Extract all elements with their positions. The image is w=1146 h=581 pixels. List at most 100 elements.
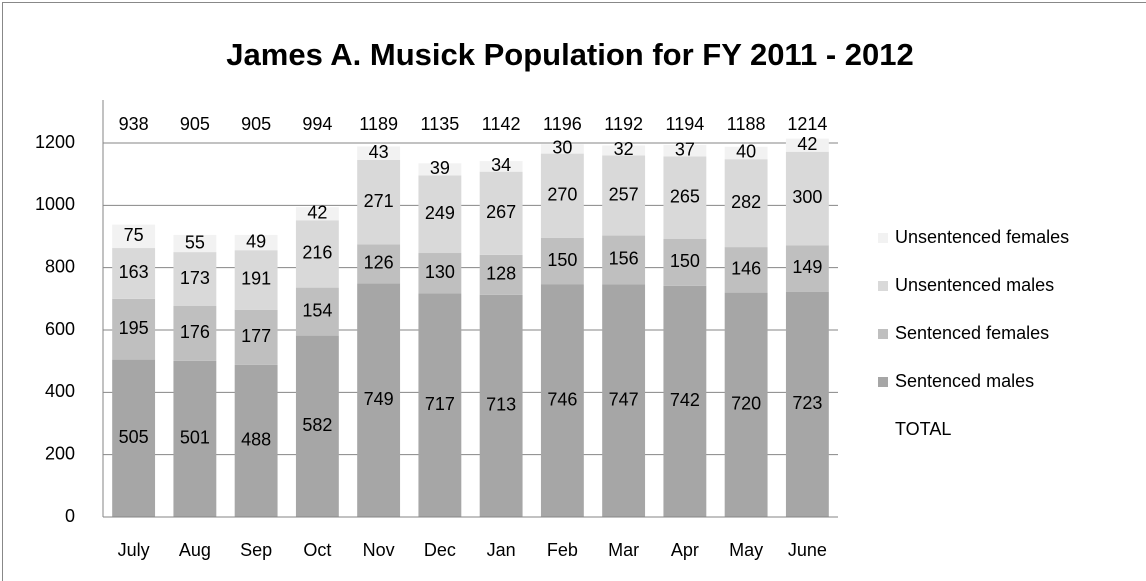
bar-segment	[602, 235, 646, 285]
data-label: 713	[486, 395, 516, 415]
bar-segment	[173, 360, 217, 517]
data-label: 300	[792, 187, 822, 207]
x-tick-label: Oct	[303, 540, 331, 560]
bar-segment	[295, 287, 339, 336]
data-label: 249	[425, 203, 455, 223]
data-label: 42	[307, 202, 327, 222]
bar-segment	[602, 155, 646, 236]
legend-label: Unsentenced females	[895, 227, 1069, 247]
data-label: 130	[425, 262, 455, 282]
x-tick-label: Aug	[179, 540, 211, 560]
data-label: 270	[547, 184, 577, 204]
data-label: 717	[425, 394, 455, 414]
bar-segment	[357, 283, 401, 517]
y-tick-label: 1200	[35, 132, 75, 152]
x-tick-label: Feb	[547, 540, 578, 560]
bar-segment	[602, 145, 646, 156]
bar-segment	[234, 364, 278, 517]
total-label: 1188	[727, 114, 766, 134]
bar-segment	[479, 161, 523, 172]
bar-segment	[357, 244, 401, 284]
data-label: 32	[614, 139, 634, 159]
bar-segment	[479, 254, 523, 295]
bar-segment	[112, 248, 156, 299]
data-label: 257	[609, 184, 639, 204]
bar-segment	[112, 224, 156, 249]
data-label: 742	[670, 390, 700, 410]
legend-swatch	[878, 377, 888, 387]
data-label: 173	[180, 268, 210, 288]
bar-segment	[785, 291, 829, 517]
data-label: 156	[609, 249, 639, 269]
data-label: 55	[185, 232, 205, 252]
bar-segment	[418, 163, 462, 176]
data-label: 176	[180, 322, 210, 342]
data-label: 39	[430, 158, 450, 178]
data-label: 163	[119, 262, 149, 282]
data-label: 34	[491, 155, 511, 175]
data-label: 40	[736, 142, 756, 162]
data-label: 746	[547, 389, 577, 409]
total-label: 1142	[482, 114, 521, 134]
data-label: 747	[609, 389, 639, 409]
bar-segment	[724, 146, 768, 160]
total-label: 994	[302, 114, 332, 134]
total-label: 1214	[787, 114, 827, 134]
data-label: 501	[180, 428, 210, 448]
bar-segment	[724, 247, 768, 293]
data-label: 582	[302, 415, 332, 435]
y-tick-label: 800	[45, 256, 75, 276]
bar-segment	[663, 238, 707, 286]
data-label: 42	[797, 134, 817, 154]
bar-segment	[418, 293, 462, 517]
bar-segment	[663, 156, 707, 239]
bar-segment	[418, 253, 462, 294]
bar-segment	[234, 250, 278, 310]
bar-segment	[357, 159, 401, 245]
data-label: 37	[675, 139, 695, 159]
bar-segment	[785, 151, 829, 246]
data-label: 267	[486, 202, 516, 222]
bar-segment	[540, 144, 584, 154]
legend-swatch	[878, 329, 888, 339]
data-label: 128	[486, 264, 516, 284]
data-label: 216	[302, 243, 332, 263]
data-label: 720	[731, 394, 761, 414]
bar-segment	[173, 234, 217, 253]
total-label: 905	[241, 114, 271, 134]
data-label: 149	[792, 257, 822, 277]
data-label: 191	[241, 269, 271, 289]
bar-segment	[479, 171, 523, 255]
bar-segment	[663, 285, 707, 517]
bar-segment	[540, 284, 584, 517]
bar-segment	[173, 252, 217, 307]
data-label: 126	[364, 253, 394, 273]
data-label: 146	[731, 259, 761, 279]
bar-segment	[112, 298, 156, 360]
x-tick-label: Jan	[487, 540, 516, 560]
bar-segment	[234, 234, 278, 251]
y-tick-label: 1000	[35, 194, 75, 214]
data-label: 271	[364, 191, 394, 211]
x-tick-label: June	[788, 540, 827, 560]
data-label: 75	[124, 225, 144, 245]
y-tick-label: 200	[45, 443, 75, 463]
total-label: 1196	[543, 114, 582, 134]
bar-segment	[785, 245, 829, 292]
bar-segment	[785, 138, 829, 152]
bar-segment	[234, 309, 278, 365]
bar-segment	[295, 335, 339, 517]
data-label: 177	[241, 326, 271, 346]
legend-label: Unsentenced males	[895, 275, 1054, 295]
x-tick-label: Nov	[363, 540, 395, 560]
y-tick-label: 0	[65, 506, 75, 526]
y-tick-label: 400	[45, 381, 75, 401]
total-label: 905	[180, 114, 210, 134]
x-tick-label: Sep	[240, 540, 272, 560]
legend-swatch	[878, 281, 888, 291]
bar-segment	[724, 292, 768, 517]
data-label: 49	[246, 231, 266, 251]
data-label: 195	[119, 318, 149, 338]
total-label: 1135	[421, 114, 460, 134]
bar-segment	[663, 144, 707, 157]
